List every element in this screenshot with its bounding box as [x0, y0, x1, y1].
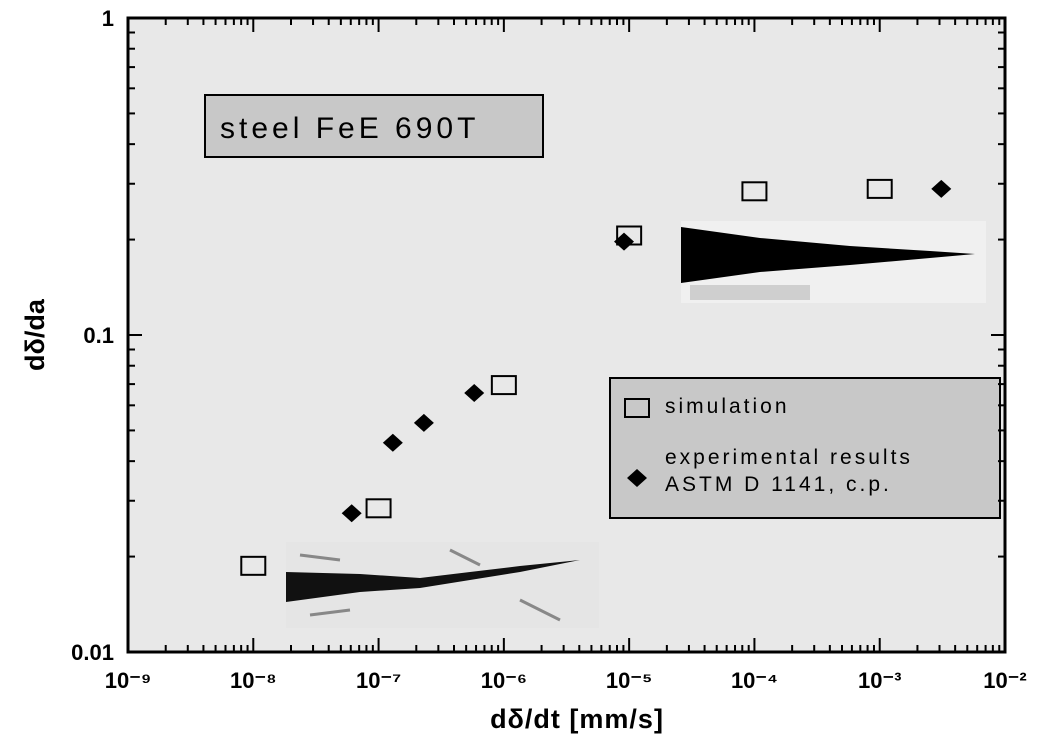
y-tick-label: 1 [102, 6, 114, 31]
legend-marker [624, 398, 650, 418]
x-tick-label: 10⁻⁶ [481, 668, 527, 693]
legend-entry: experimental results ASTM D 1141, c.p. [665, 446, 913, 496]
x-tick-label: 10⁻⁹ [105, 668, 152, 693]
point [365, 498, 392, 519]
point [413, 413, 434, 432]
x-tick-label: 10⁻² [983, 668, 1026, 693]
x-tick-label: 10⁻⁷ [356, 668, 401, 693]
y-tick-label: 0.1 [83, 323, 114, 348]
legend-entry: simulation [665, 395, 790, 418]
point [866, 178, 893, 199]
crack-image [681, 221, 986, 303]
x-tick-label: 10⁻⁸ [230, 668, 276, 693]
point [341, 504, 362, 523]
point [741, 181, 768, 202]
legend-box [609, 377, 1001, 519]
x-axis-label: dδ/dt [mm/s] [490, 704, 664, 734]
x-tick-label: 10⁻³ [858, 668, 901, 693]
point [464, 384, 485, 403]
point [614, 232, 635, 251]
point [931, 179, 952, 198]
point [490, 375, 517, 396]
point [240, 555, 267, 576]
y-tick-label: 0.01 [71, 640, 114, 665]
annotation-box: steel FeE 690T [204, 94, 544, 158]
legend-marker [627, 469, 647, 487]
crack-image [286, 542, 599, 628]
x-tick-label: 10⁻⁵ [606, 668, 652, 693]
x-tick-label: 10⁻⁴ [731, 668, 778, 693]
y-axis-label: dδ/da [20, 298, 50, 371]
point [382, 433, 403, 452]
annotation: steel FeE 690T [220, 112, 479, 145]
